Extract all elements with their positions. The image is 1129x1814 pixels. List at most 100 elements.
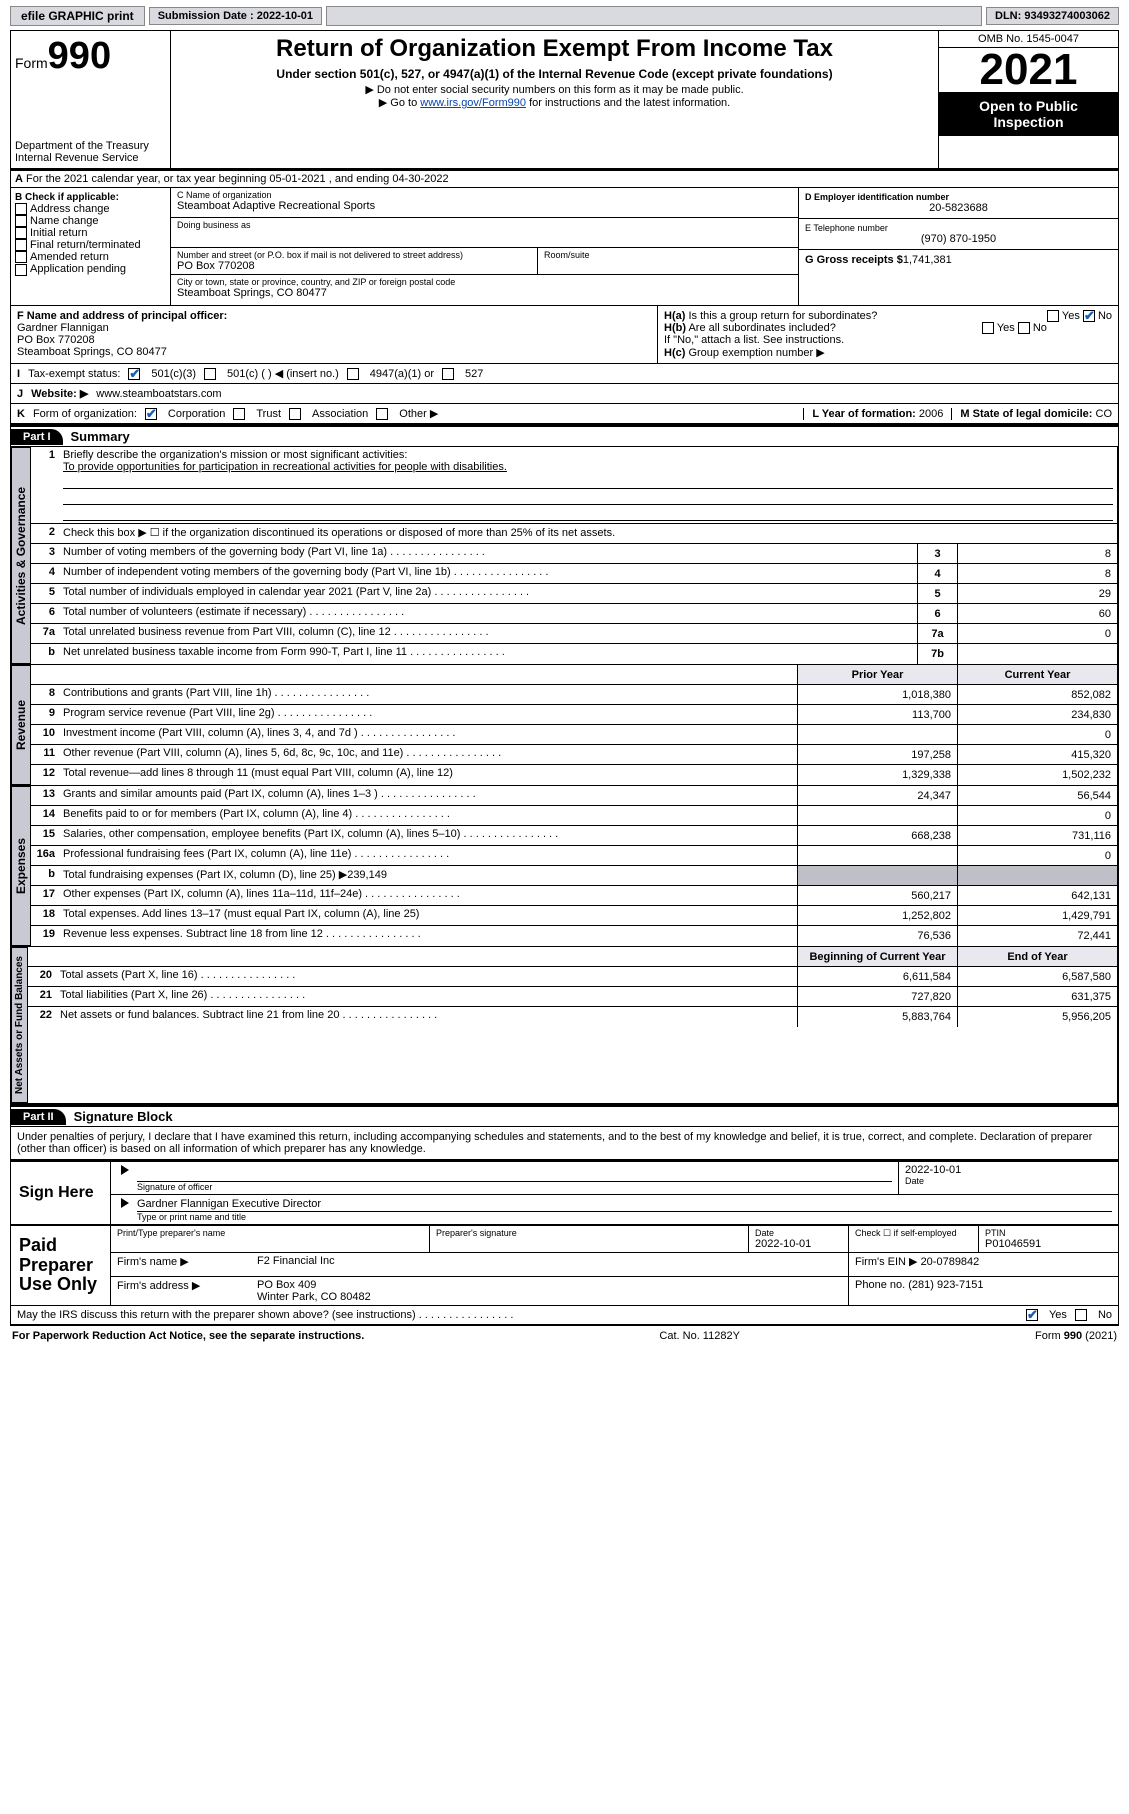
hdr-end: End of Year — [957, 947, 1117, 966]
check-other[interactable] — [376, 408, 388, 420]
check-label-4: Amended return — [30, 251, 109, 263]
hc-text: Group exemption number ▶ — [688, 347, 824, 359]
part1-badge: Part I — [11, 429, 63, 445]
ag-7a-n: 7a — [31, 624, 59, 643]
firm-name-value: F2 Financial Inc — [251, 1253, 848, 1276]
opt-501c: 501(c) ( ) ◀ (insert no.) — [227, 367, 339, 380]
form-number: Form990 — [15, 35, 166, 78]
efile-print-button[interactable]: efile GRAPHIC print — [10, 6, 145, 26]
exp-16b-t: Total fundraising expenses (Part IX, col… — [59, 866, 797, 885]
exp-17-c: 642,131 — [957, 886, 1117, 905]
check-label-3: Final return/terminated — [30, 239, 141, 251]
exp-15-t: Salaries, other compensation, employee b… — [59, 826, 797, 845]
na-21-t: Total liabilities (Part X, line 26) — [56, 987, 797, 1006]
footer-mid: Cat. No. 11282Y — [659, 1330, 740, 1342]
expenses-section: Expenses 13Grants and similar amounts pa… — [10, 786, 1119, 947]
exp-14-p — [797, 806, 957, 825]
ag-7a-box: 7a — [917, 624, 957, 643]
check-4947[interactable] — [347, 368, 359, 380]
ha-yes: Yes — [1062, 310, 1080, 322]
sign-here-label: Sign Here — [11, 1162, 111, 1224]
exp-16a-t: Professional fundraising fees (Part IX, … — [59, 846, 797, 865]
line2-text: Check this box ▶ ☐ if the organization d… — [59, 524, 1117, 543]
rev-9-t: Program service revenue (Part VIII, line… — [59, 705, 797, 724]
ag-4-v: 8 — [957, 564, 1117, 583]
firm-ein-label: Firm's EIN ▶ — [855, 1256, 918, 1268]
check-501c[interactable] — [204, 368, 216, 380]
ag-7b-t: Net unrelated business taxable income fr… — [59, 644, 917, 664]
check-corp[interactable] — [145, 408, 157, 420]
part1-header-row: Part I Summary — [10, 425, 1119, 447]
opt-527: 527 — [465, 368, 483, 380]
k-bold: K — [17, 408, 25, 420]
exp-13-c: 56,544 — [957, 786, 1117, 805]
may-irs-no-check[interactable] — [1075, 1309, 1087, 1321]
ag-3-box: 3 — [917, 544, 957, 563]
ag-6-t: Total number of volunteers (estimate if … — [59, 604, 917, 623]
part2-title: Signature Block — [66, 1107, 181, 1126]
gross-value: 1,741,381 — [903, 254, 952, 266]
form-header: Form990 Return of Organization Exempt Fr… — [10, 30, 1119, 136]
may-irs-yes-check[interactable] — [1026, 1309, 1038, 1321]
ag-3-t: Number of voting members of the governin… — [59, 544, 917, 563]
check-527[interactable] — [442, 368, 454, 380]
open-public-badge: Open to Public Inspection — [939, 92, 1118, 136]
ag-7b-v — [957, 644, 1117, 664]
exp-16b-p — [797, 866, 957, 885]
line-a-text: For the 2021 calendar year, or tax year … — [26, 173, 449, 185]
exp-18-p: 1,252,802 — [797, 906, 957, 925]
j-bold: J — [17, 388, 23, 400]
hc-label: H(c) — [664, 347, 685, 359]
exp-19-c: 72,441 — [957, 926, 1117, 946]
check-address-change[interactable] — [15, 203, 27, 215]
ptin-label: PTIN — [985, 1228, 1112, 1238]
exp-14-c: 0 — [957, 806, 1117, 825]
check-assoc[interactable] — [289, 408, 301, 420]
na-22-c: 5,956,205 — [957, 1007, 1117, 1027]
col-d-e-g: D Employer identification number 20-5823… — [798, 188, 1118, 305]
ag-3-n: 3 — [31, 544, 59, 563]
check-name-change[interactable] — [15, 215, 27, 227]
col-b-checkboxes: B Check if applicable: Address change Na… — [11, 188, 171, 305]
ha-yes-check[interactable] — [1047, 310, 1059, 322]
toolbar-spacer — [326, 6, 982, 26]
irs-link[interactable]: www.irs.gov/Form990 — [420, 97, 526, 109]
rev-12-p: 1,329,338 — [797, 765, 957, 785]
tab-net-assets: Net Assets or Fund Balances — [11, 947, 28, 1103]
exp-17-p: 560,217 — [797, 886, 957, 905]
declaration-text: Under penalties of perjury, I declare th… — [10, 1127, 1119, 1160]
ha-no: No — [1098, 310, 1112, 322]
part2-badge: Part II — [11, 1109, 66, 1125]
form-subtitle-1: Under section 501(c), 527, or 4947(a)(1)… — [179, 67, 930, 81]
check-app-pending[interactable] — [15, 264, 27, 276]
hb-no-check[interactable] — [1018, 322, 1030, 334]
phone-label: E Telephone number — [805, 223, 1112, 233]
may-irs-no: No — [1098, 1309, 1112, 1321]
hdr-prior: Prior Year — [797, 665, 957, 684]
ag-7a-t: Total unrelated business revenue from Pa… — [59, 624, 917, 643]
rev-10-t: Investment income (Part VIII, column (A)… — [59, 725, 797, 744]
i-label: Tax-exempt status: — [28, 368, 120, 380]
room-label: Room/suite — [544, 250, 792, 260]
form-label: Form — [15, 55, 48, 71]
top-toolbar: efile GRAPHIC print Submission Date : 20… — [10, 6, 1119, 26]
exp-15-p: 668,238 — [797, 826, 957, 845]
line-i-tax-status: I Tax-exempt status: 501(c)(3) 501(c) ( … — [10, 364, 1119, 384]
entity-info-block: B Check if applicable: Address change Na… — [10, 188, 1119, 306]
dln-label: DLN: 93493274003062 — [986, 7, 1119, 25]
rev-11-c: 415,320 — [957, 745, 1117, 764]
ag-7b-box: 7b — [917, 644, 957, 664]
na-22-t: Net assets or fund balances. Subtract li… — [56, 1007, 797, 1027]
exp-17-n: 17 — [31, 886, 59, 905]
ag-7b-n: b — [31, 644, 59, 664]
pp-sig-label: Preparer's signature — [436, 1228, 742, 1238]
hb-yes-check[interactable] — [982, 322, 994, 334]
exp-19-t: Revenue less expenses. Subtract line 18 … — [59, 926, 797, 946]
check-501c3[interactable] — [128, 368, 140, 380]
check-trust[interactable] — [233, 408, 245, 420]
check-final-return[interactable] — [15, 239, 27, 251]
check-amended[interactable] — [15, 251, 27, 263]
check-label-2: Initial return — [30, 227, 87, 239]
check-initial-return[interactable] — [15, 227, 27, 239]
ha-no-check[interactable] — [1083, 310, 1095, 322]
